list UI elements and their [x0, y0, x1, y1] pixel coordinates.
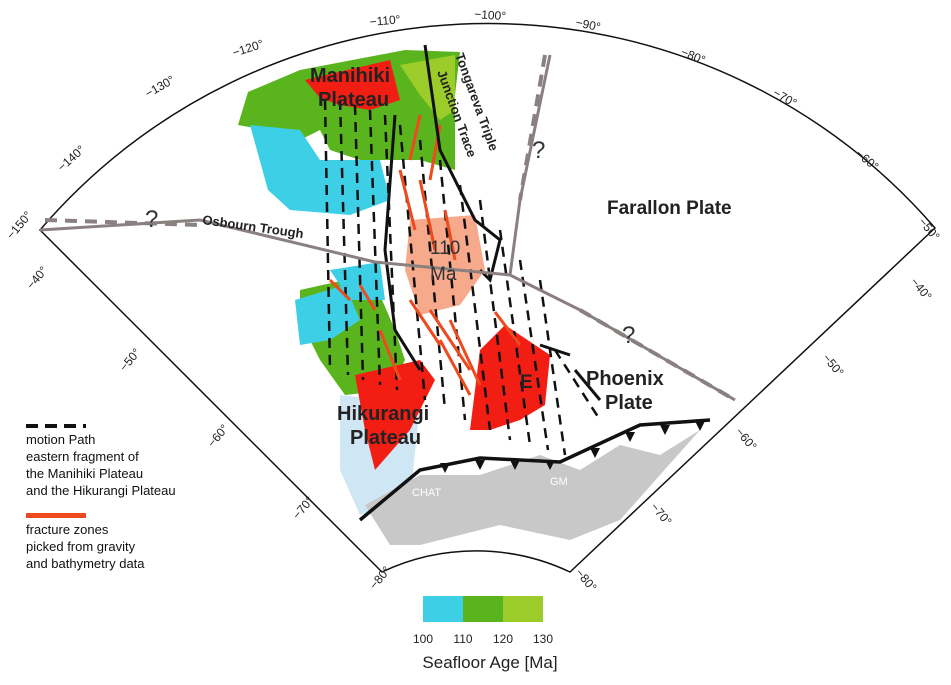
legend-fracture-zones: fracture zones picked from gravity and b… — [26, 513, 241, 572]
plate-boundaries — [39, 44, 737, 522]
lat-label-right: −60° — [733, 425, 760, 453]
farallon-label: Farallon Plate — [607, 198, 732, 219]
fracture-zones — [328, 114, 522, 396]
lat-label-right: −40° — [908, 275, 935, 303]
lon-label: −100° — [474, 7, 507, 23]
gm-label: GM — [550, 476, 568, 488]
question-mark-1: ? — [532, 137, 545, 164]
motion-path-swatch — [26, 424, 86, 428]
question-mark-3: ? — [622, 322, 635, 349]
colorbar-tick: 130 — [532, 632, 554, 646]
lat-label-left: −50° — [117, 346, 144, 374]
colorbar-cell-100-110 — [423, 596, 463, 622]
colorbar-title: Seafloor Age [Ma] — [422, 653, 558, 672]
colorbar-tick: 120 — [492, 632, 514, 646]
lon-label: −110° — [369, 12, 401, 29]
e-label: E — [520, 372, 533, 393]
fracture-text-3: and bathymetry data — [26, 556, 145, 571]
seafloor-age-polygons — [238, 50, 700, 545]
lat-label-right: −50° — [820, 351, 847, 379]
lon-label: −150° — [4, 208, 35, 242]
question-mark-2: ? — [145, 206, 158, 233]
lat-label-left: −40° — [24, 264, 51, 292]
motion-path-text-3: the Manihiki Plateau — [26, 466, 144, 481]
lon-label: −140° — [55, 142, 88, 174]
lat-label-right: −70° — [648, 500, 675, 528]
age-110-label: 110 — [430, 238, 460, 259]
age-ma-label: Ma — [430, 264, 457, 285]
motion-path-text-2: eastern fragment of — [26, 449, 139, 464]
colorbar-cell-110-120 — [463, 596, 503, 622]
manihiki-label: Manihiki — [310, 65, 390, 87]
manihiki-label-2: Plateau — [318, 89, 389, 111]
lon-label: −130° — [143, 72, 178, 100]
colorbar-tick: 110 — [453, 632, 473, 646]
hikurangi-label-1: Hikurangi — [337, 403, 429, 425]
phoenix-label-2: Plate — [605, 392, 653, 414]
fracture-text-2: picked from gravity — [26, 539, 136, 554]
motion-paths — [323, 99, 602, 456]
lon-label: −120° — [231, 37, 266, 60]
hikurangi-label-2: Plateau — [350, 427, 421, 449]
colorbar-tick: 100 — [412, 632, 434, 646]
lat-label-right: −80° — [573, 566, 600, 594]
phoenix-label-1: Phoenix — [586, 368, 664, 390]
legend-motion-path: motion Path eastern fragment of the Mani… — [26, 424, 241, 499]
motion-path-text-1: motion Path — [26, 432, 96, 447]
fracture-text-1: fracture zones — [26, 522, 109, 537]
colorbar-cell-120-130 — [503, 596, 543, 622]
subduction-teeth — [440, 421, 705, 473]
legend: motion Path eastern fragment of the Mani… — [26, 424, 241, 580]
chat-label: CHAT — [412, 487, 441, 499]
fracture-zone-swatch — [26, 513, 86, 518]
motion-path-text-4: and the Hikurangi Plateau — [26, 483, 176, 498]
lon-label: −90° — [574, 15, 602, 34]
